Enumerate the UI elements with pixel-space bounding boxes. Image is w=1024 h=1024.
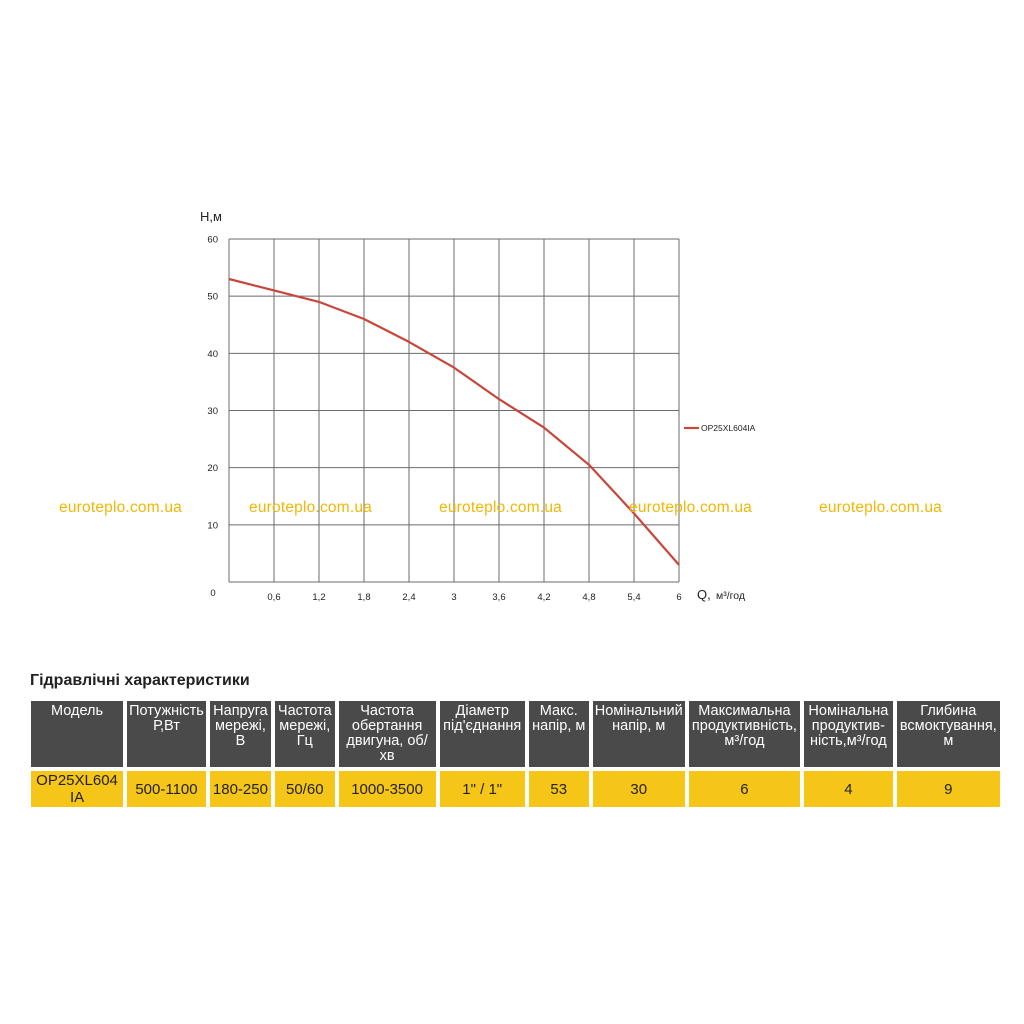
watermark-text: euroteplo.com.ua xyxy=(249,499,372,516)
cell-power: 500-1100 xyxy=(127,771,206,807)
chart-grid xyxy=(228,238,680,583)
header-voltage: Напруга мережі, В xyxy=(209,701,272,767)
watermark-text: euroteplo.com.ua xyxy=(439,499,562,516)
cell-connection-diameter: 1" / 1" xyxy=(439,771,525,807)
header-nominal-head: Номінальний напір, м xyxy=(592,701,685,767)
x-axis-unit: м³/год xyxy=(716,590,745,602)
y-tick-label: 20 xyxy=(207,463,218,474)
y-tick-label: 60 xyxy=(207,235,218,246)
chart-labels: 0,6 1,2 1,8 2,4 3 3,6 4,2 4,8 5,4 6 10 20 30 40 50 60 0 H… xyxy=(200,209,756,603)
header-nominal-flow: Номінальна продуктив- ність,м³/год xyxy=(804,701,893,767)
header-max-flow: Максимальна продуктивність, м³/год xyxy=(688,701,801,767)
header-frequency: Частота мережі, Гц xyxy=(275,701,335,767)
x-tick-label: 1,2 xyxy=(312,592,325,603)
header-model: Модель xyxy=(31,701,124,767)
x-tick-label: 3 xyxy=(451,592,456,603)
specs-table: Модель Потужність Р,Вт Напруга мережі, В… xyxy=(27,697,1004,811)
origin-label: 0 xyxy=(210,588,215,599)
x-axis-title: Q, xyxy=(697,587,711,602)
specs-title: Гідравлічні характеристики xyxy=(30,672,250,689)
watermark-text: euroteplo.com.ua xyxy=(629,499,752,516)
chart-marks xyxy=(228,277,680,566)
specs-header-row: Модель Потужність Р,Вт Напруга мережі, В… xyxy=(31,701,1000,767)
cell-model: OP25XL604 IA xyxy=(31,771,124,807)
y-tick-label: 40 xyxy=(207,349,218,360)
series-line xyxy=(228,277,680,566)
legend-label: OP25XL604IA xyxy=(701,423,756,433)
y-tick-label: 30 xyxy=(207,406,218,417)
cell-nominal-head: 30 xyxy=(592,771,685,807)
x-tick-label: 4,8 xyxy=(582,592,595,603)
watermark-text: euroteplo.com.ua xyxy=(819,499,942,516)
cell-nominal-flow: 4 xyxy=(804,771,893,807)
x-tick-label: 5,4 xyxy=(627,592,640,603)
y-tick-label: 50 xyxy=(207,292,218,303)
cell-frequency: 50/60 xyxy=(275,771,335,807)
pump-performance-chart: 0,6 1,2 1,8 2,4 3 3,6 4,2 4,8 5,4 6 10 20 30 40 50 60 0 H… xyxy=(200,209,756,603)
header-suction-depth: Глибина всмоктування, м xyxy=(896,701,1000,767)
cell-rotation-speed: 1000-3500 xyxy=(338,771,436,807)
x-tick-label: 6 xyxy=(676,592,681,603)
x-tick-label: 2,4 xyxy=(402,592,415,603)
x-tick-label: 4,2 xyxy=(537,592,550,603)
x-tick-label: 3,6 xyxy=(492,592,505,603)
header-rotation-speed: Частота обертання двигуна, об/хв xyxy=(338,701,436,767)
cell-suction-depth: 9 xyxy=(896,771,1000,807)
header-max-head: Макс. напір, м xyxy=(528,701,589,767)
header-power: Потужність Р,Вт xyxy=(127,701,206,767)
y-axis-title: H,м xyxy=(200,209,222,224)
y-tick-label: 10 xyxy=(207,520,218,531)
x-tick-label: 0,6 xyxy=(267,592,280,603)
cell-max-head: 53 xyxy=(528,771,589,807)
x-tick-label: 1,8 xyxy=(357,592,370,603)
cell-max-flow: 6 xyxy=(688,771,801,807)
watermark-text: euroteplo.com.ua xyxy=(59,499,182,516)
header-connection-diameter: Діаметр під'єднання xyxy=(439,701,525,767)
table-row: OP25XL604 IA 500-1100 180-250 50/60 1000… xyxy=(31,771,1000,807)
cell-voltage: 180-250 xyxy=(209,771,272,807)
